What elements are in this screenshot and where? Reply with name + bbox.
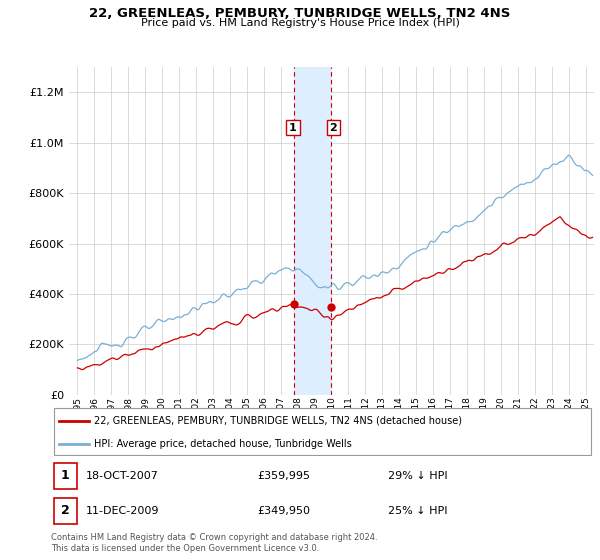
Text: 2: 2 (329, 123, 337, 133)
Text: £359,995: £359,995 (257, 470, 310, 480)
FancyBboxPatch shape (54, 463, 77, 488)
Text: 11-DEC-2009: 11-DEC-2009 (86, 506, 160, 516)
Text: £349,950: £349,950 (257, 506, 310, 516)
Text: 1: 1 (61, 469, 70, 482)
Text: 25% ↓ HPI: 25% ↓ HPI (388, 506, 447, 516)
Text: HPI: Average price, detached house, Tunbridge Wells: HPI: Average price, detached house, Tunb… (94, 439, 352, 449)
Text: 1: 1 (289, 123, 297, 133)
FancyBboxPatch shape (54, 408, 591, 455)
Text: Contains HM Land Registry data © Crown copyright and database right 2024.
This d: Contains HM Land Registry data © Crown c… (51, 533, 377, 553)
Text: 22, GREENLEAS, PEMBURY, TUNBRIDGE WELLS, TN2 4NS (detached house): 22, GREENLEAS, PEMBURY, TUNBRIDGE WELLS,… (94, 416, 463, 426)
Bar (294, 67, 331, 395)
Text: 22, GREENLEAS, PEMBURY, TUNBRIDGE WELLS, TN2 4NS: 22, GREENLEAS, PEMBURY, TUNBRIDGE WELLS,… (89, 7, 511, 20)
Text: Price paid vs. HM Land Registry's House Price Index (HPI): Price paid vs. HM Land Registry's House … (140, 18, 460, 28)
Text: 18-OCT-2007: 18-OCT-2007 (86, 470, 159, 480)
Text: 2: 2 (61, 504, 70, 517)
FancyBboxPatch shape (54, 498, 77, 524)
Text: 29% ↓ HPI: 29% ↓ HPI (388, 470, 447, 480)
